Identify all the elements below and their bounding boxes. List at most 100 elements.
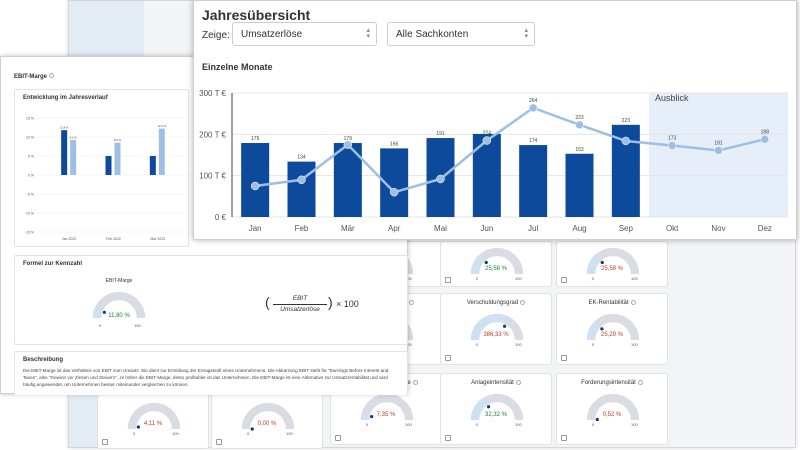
accounts-select-value: Alle Sachkonten (396, 29, 469, 40)
bar (472, 133, 501, 217)
formula-section: Formel zur Kennzahl EBIT-Marge 11,80 % 0… (14, 255, 408, 345)
gauge-needle-dot (486, 405, 491, 409)
info-icon[interactable] (409, 300, 415, 305)
kpi-card-value: 386,33 % (483, 332, 509, 338)
kpi-gauge-min: 0 (592, 276, 595, 281)
select-arrows-icon: ▴ ▾ (366, 27, 370, 40)
kpi-card[interactable]: Forderungsintensität 0,52 % 0 100 (556, 373, 668, 445)
gauge-track (360, 393, 414, 421)
kpi-gauge-max: 100 (515, 276, 522, 281)
kpi-card[interactable]: EK-Rentabilität 25,29 % 0 100 (556, 293, 668, 365)
x-tick-label: Okt (666, 224, 679, 233)
dev-bar-label: 9,2 % (70, 136, 78, 140)
kpi-card-value: 32,32 % (484, 412, 508, 418)
x-tick-label: Sep (619, 224, 634, 233)
formula-denominator: Umsatzerlöse (280, 306, 320, 313)
kpi-gauge-max: 100 (631, 422, 638, 427)
description-title: Beschreibung (23, 357, 64, 363)
gauge-needle-dot (136, 425, 140, 429)
kpi-card[interactable]: 4,11 % 0 100 (97, 394, 209, 449)
bar (241, 143, 270, 217)
expand-icon[interactable] (102, 439, 108, 445)
bar-label: 134 (297, 155, 306, 161)
gauge-track (92, 291, 146, 319)
gauge-needle-dot (600, 260, 604, 265)
formula-title: Formel zur Kennzahl (23, 261, 83, 267)
x-tick-label: Dez (758, 224, 772, 233)
gauge-fill (586, 321, 601, 341)
kpi-card-value: 25,29 % (600, 332, 624, 338)
dev-bar (70, 140, 77, 175)
development-section: Entwicklung im Jahresverlauf 15 % 10 % 5 %… (14, 89, 190, 247)
dev-bar-label: 8,5 % (114, 138, 122, 142)
kpi-gauge (470, 313, 524, 341)
y-tick-label: 0 € (215, 213, 227, 222)
kpi-gauge-min: 0 (366, 422, 369, 427)
dev-bar (61, 130, 68, 175)
info-icon[interactable] (520, 300, 526, 305)
y-tick-label: -5 % (27, 193, 34, 197)
gauge-needle-dot (502, 324, 507, 328)
x-tick-label: Mai (434, 224, 447, 233)
kpi-card[interactable]: Anlageintensität 32,32 % 0 100 (440, 373, 552, 445)
kpi-gauge (586, 313, 640, 341)
kpi-gauge-min: 0 (476, 342, 479, 347)
kpi-card[interactable]: 25,58 % 0 100 (556, 241, 668, 287)
panel-header-label: EBIT-Marge (14, 74, 48, 80)
kpi-card[interactable]: 25,58 % 0 100 (440, 241, 552, 287)
formula-gauge-title: EBIT-Marge (105, 278, 133, 284)
kpi-gauge-max: 100 (405, 422, 412, 427)
forecast-point (575, 120, 584, 130)
bar-label: 223 (622, 118, 631, 124)
gauge-track (241, 402, 295, 430)
forecast-point (621, 136, 631, 146)
kpi-card[interactable]: 0,00 % 0 100 (211, 394, 323, 449)
x-tick-label: Mar 2022 (150, 237, 165, 241)
forecast-point (760, 135, 770, 144)
metric-select[interactable]: Umsatzerlöse ▴ ▾ (232, 22, 377, 46)
expand-icon[interactable] (335, 435, 341, 441)
expand-icon[interactable] (216, 439, 222, 445)
expand-icon[interactable] (561, 435, 567, 441)
bar (519, 145, 548, 217)
kpi-gauge-max: 100 (515, 342, 522, 347)
expand-icon[interactable] (445, 277, 451, 283)
info-icon[interactable] (637, 380, 643, 385)
x-tick-label: Mär (341, 224, 355, 233)
kpi-card-title-label: Anlageintensität (471, 380, 514, 387)
forecast-label: 188 (761, 129, 770, 135)
accounts-select[interactable]: Alle Sachkonten ▴ ▾ (387, 22, 535, 46)
panel-header: EBIT-Marge (14, 73, 54, 80)
dev-bar (149, 156, 156, 175)
gauge-fill (92, 308, 103, 319)
gauge-needle-dot (102, 310, 106, 314)
bar-label: 153 (575, 147, 584, 153)
y-tick-label: 15 % (26, 117, 34, 121)
x-tick-label: Jun (480, 224, 493, 233)
kpi-gauge-max: 100 (631, 342, 638, 347)
forecast-line (255, 106, 766, 194)
expand-icon[interactable] (445, 435, 451, 441)
kpi-gauge-max: 100 (405, 276, 412, 281)
monthly-chart-title: Einzelne Monate (202, 62, 273, 72)
expand-icon[interactable] (561, 355, 567, 361)
kpi-gauge (360, 393, 414, 421)
forecast-point (389, 187, 399, 197)
forecast-point (250, 181, 260, 191)
info-icon[interactable] (412, 380, 418, 385)
kpi-gauge-max: 100 (172, 431, 179, 436)
expand-icon[interactable] (561, 277, 567, 283)
kpi-card-title: EK-Rentabilität (557, 300, 667, 306)
x-tick-label: Apr (388, 224, 401, 233)
info-icon[interactable] (630, 300, 636, 305)
x-tick-label: Jan 2022 (62, 237, 76, 241)
page-title: Jahresübersicht (202, 7, 311, 23)
gauge-track (127, 402, 181, 430)
bar-label: 179 (251, 136, 260, 142)
kpi-card[interactable]: Verschuldungsgrad 386,33 % 0 100 (440, 293, 552, 365)
expand-icon[interactable] (445, 355, 451, 361)
kpi-gauge (470, 247, 524, 275)
info-icon[interactable] (515, 380, 521, 385)
info-icon[interactable] (48, 73, 54, 78)
y-tick-label: 10 % (26, 136, 34, 140)
